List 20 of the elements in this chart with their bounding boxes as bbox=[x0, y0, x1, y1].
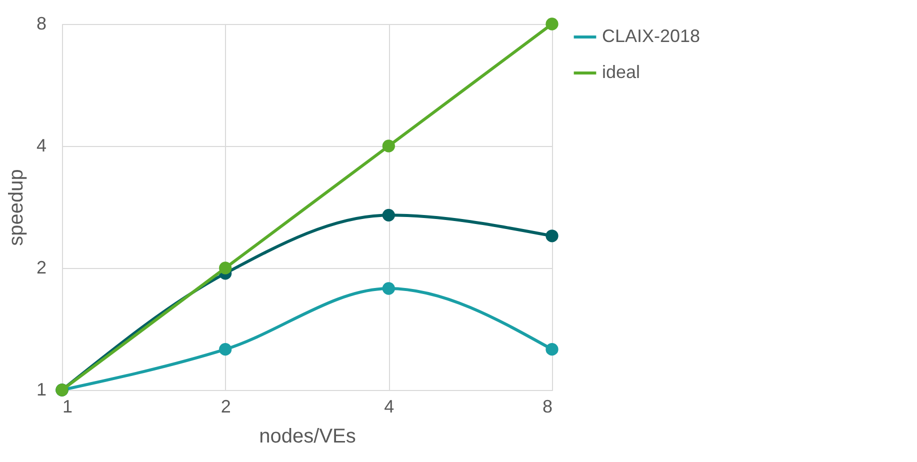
y-tick-label: 2 bbox=[36, 258, 46, 278]
point bbox=[382, 140, 395, 152]
point bbox=[546, 18, 558, 30]
y-axis-title: speedup bbox=[5, 169, 28, 246]
x-tick-label: 1 bbox=[62, 396, 73, 416]
legend-label: CLAIX-2018 bbox=[602, 26, 700, 46]
x-tick-label: 4 bbox=[384, 396, 394, 416]
point bbox=[382, 282, 395, 295]
point bbox=[219, 343, 232, 356]
point bbox=[546, 343, 558, 356]
x-tick-label: 2 bbox=[220, 396, 231, 416]
point bbox=[219, 262, 232, 274]
y-tick-label: 8 bbox=[36, 14, 46, 34]
legend-label: ideal bbox=[602, 62, 640, 82]
x-axis-title: nodes/VEs bbox=[259, 426, 356, 448]
point bbox=[546, 230, 558, 242]
y-tick-label: 1 bbox=[36, 380, 46, 400]
point bbox=[382, 208, 395, 222]
x-tick-label: 8 bbox=[542, 396, 552, 416]
y-tick-label: 4 bbox=[36, 136, 46, 156]
